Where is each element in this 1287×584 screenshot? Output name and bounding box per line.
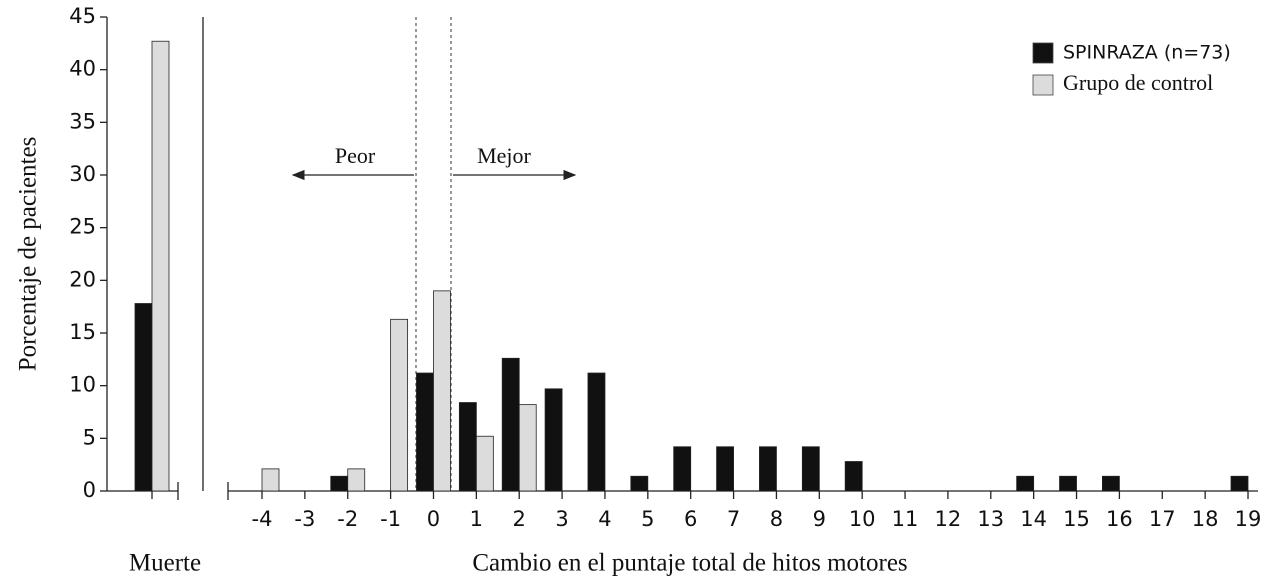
x-tick-label: 1 [470, 507, 483, 531]
y-tick-label: 15 [69, 320, 96, 344]
x-tick-label: Muerte [129, 550, 201, 577]
bar [1016, 475, 1035, 492]
bar [433, 290, 451, 492]
x-tick-label: 6 [684, 507, 697, 531]
x-tick-label: 5 [641, 507, 654, 531]
bar [458, 402, 477, 492]
x-tick-label: 14 [1020, 507, 1047, 531]
bar [673, 446, 692, 492]
legend-label: Grupo de control [1063, 70, 1213, 95]
bar [844, 461, 863, 492]
bar [475, 435, 494, 492]
bar [1059, 475, 1077, 492]
legend-label: SPINRAZA (n=73) [1063, 42, 1231, 64]
x-tick-label: 13 [977, 507, 1004, 531]
x-tick-label: 2 [513, 507, 526, 531]
x-tick-label: 15 [1063, 507, 1090, 531]
x-tick-label: 12 [935, 507, 962, 531]
bar [544, 388, 563, 492]
y-tick-label: 25 [69, 215, 96, 239]
y-tick-label: 45 [69, 4, 96, 28]
bar [261, 468, 280, 492]
x-tick-label: 3 [555, 507, 568, 531]
x-tick-label: -1 [380, 507, 401, 531]
x-axis-label: Cambio en el puntaje total de hitos moto… [472, 550, 907, 577]
bar [1102, 475, 1120, 492]
bar [587, 372, 606, 492]
y-tick-label: 5 [83, 425, 96, 449]
bar [501, 357, 520, 492]
bar [134, 303, 153, 492]
x-tick-label: 9 [813, 507, 826, 531]
x-tick-label: 19 [1235, 507, 1262, 531]
bar [801, 446, 820, 492]
x-tick-label: 10 [849, 507, 876, 531]
x-tick-label: 7 [727, 507, 740, 531]
bar [390, 318, 409, 492]
bar [518, 404, 537, 492]
bar [716, 446, 734, 492]
x-tick-label: -2 [337, 507, 358, 531]
y-tick-label: 30 [69, 162, 96, 186]
bar [347, 468, 366, 492]
bar [1230, 475, 1249, 492]
x-tick-label: -4 [252, 507, 273, 531]
legend-swatch [1032, 42, 1054, 64]
bar [330, 475, 349, 492]
bar [416, 372, 434, 492]
y-tick-label: 0 [83, 478, 96, 502]
x-tick-label: 11 [892, 507, 919, 531]
bar [759, 446, 777, 492]
y-tick-label: 35 [69, 109, 96, 133]
x-tick-label: 17 [1149, 507, 1176, 531]
y-axis-label: Porcentaje de pacientes [15, 137, 42, 372]
bar [151, 40, 170, 492]
x-tick-label: 4 [598, 507, 611, 531]
legend-swatch [1032, 74, 1054, 96]
x-tick-label: 8 [770, 507, 783, 531]
x-tick-label: 16 [1106, 507, 1133, 531]
x-tick-label: -3 [294, 507, 315, 531]
x-tick-label: 18 [1192, 507, 1219, 531]
x-tick-label: 0 [427, 507, 440, 531]
annotation: Peor [335, 143, 376, 168]
annotation: Mejor [477, 143, 531, 168]
y-tick-label: 40 [69, 57, 96, 81]
y-tick-label: 20 [69, 267, 96, 291]
bar [630, 475, 649, 492]
y-tick-label: 10 [69, 373, 96, 397]
